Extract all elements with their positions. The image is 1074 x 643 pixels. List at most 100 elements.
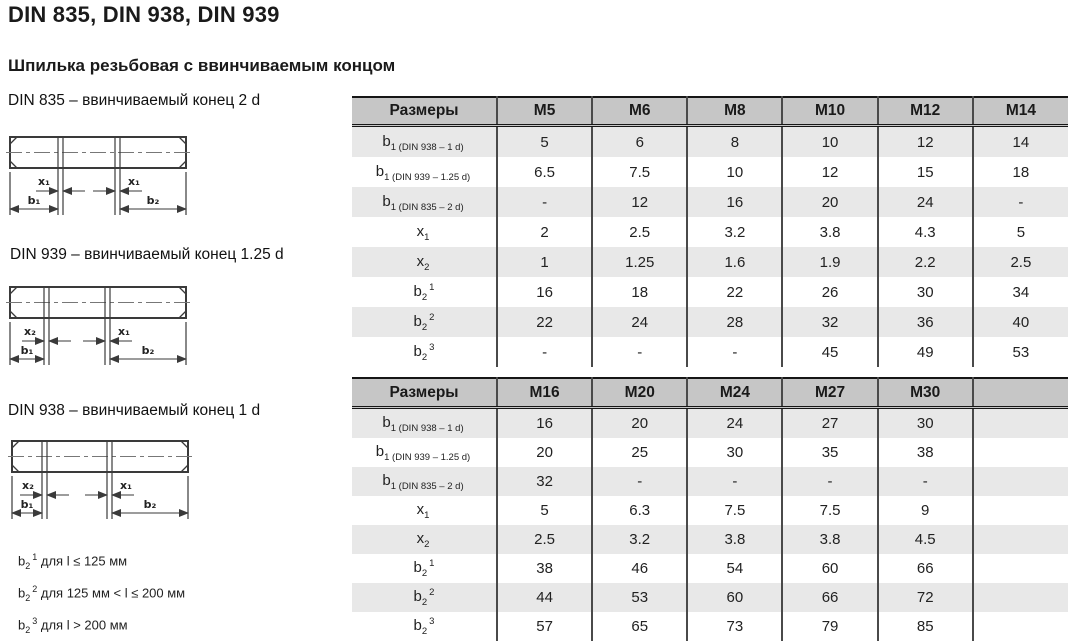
dimensions-header: Размеры	[352, 377, 498, 409]
value-cell: -	[687, 467, 784, 496]
thread-size-header: M12	[877, 96, 974, 127]
thread-size-header: M5	[497, 96, 594, 127]
row-label-sub: 2	[424, 261, 430, 273]
dimension-lines	[11, 491, 189, 517]
row-label-main: b	[413, 617, 422, 634]
drawing-caption-din939: DIN 939 – ввинчиваемый конец 1.25 d	[10, 246, 284, 263]
value-cell: 1.6	[687, 247, 784, 277]
stud-drawing-din938: x₂ x₁ b₁ b₂	[8, 440, 192, 519]
value-cell	[973, 408, 1068, 439]
row-label-main: x	[416, 501, 425, 518]
value-cell: 6	[592, 125, 689, 157]
value-cell: 3.2	[592, 525, 689, 554]
value-cell: 24	[877, 187, 974, 217]
value-cell: 38	[877, 438, 974, 467]
row-label: b1 (DIN 938 – 1 d)	[352, 407, 498, 438]
value-cell: 9	[877, 496, 974, 525]
value-cell: 2	[497, 217, 594, 247]
dim-label-b1: b₁	[28, 194, 41, 207]
value-cell	[973, 583, 1068, 612]
value-cell: 36	[877, 307, 974, 337]
value-cell: 5	[497, 496, 594, 525]
row-label: x2	[352, 247, 498, 277]
value-cell: 49	[877, 337, 974, 367]
value-cell: 46	[592, 554, 689, 583]
value-cell: 4.3	[877, 217, 974, 247]
row-label-sub: 1 (DIN 938 – 1 d)	[390, 423, 464, 434]
footnote-text: для 125 мм < l ≤ 200 мм	[37, 585, 186, 601]
value-cell: 12	[877, 125, 974, 157]
dimension-row: x1 5 6.3 7.5 7.5 9	[352, 496, 1068, 525]
value-cell: 53	[592, 583, 689, 612]
row-label-sub: 2	[421, 597, 428, 608]
value-cell: -	[592, 337, 689, 367]
dim-label-x1-right: x₁	[128, 175, 140, 188]
thread-size-header: M8	[687, 96, 784, 127]
value-cell: 10	[782, 125, 879, 157]
value-cell: 16	[687, 187, 784, 217]
row-label-main: b	[413, 312, 422, 330]
value-cell: 2.2	[877, 247, 974, 277]
footnote-text: для l > 200 мм	[37, 617, 128, 633]
dimension-lines	[9, 187, 187, 213]
row-label-sub: 2	[421, 291, 428, 303]
value-cell: 40	[1012, 313, 1030, 331]
value-cell: 5	[1016, 223, 1026, 241]
value-cell: 5	[497, 125, 594, 157]
value-cell: 53	[1012, 343, 1030, 361]
value-cell: 10	[687, 157, 784, 187]
dim-label-b1: b₁	[21, 344, 34, 357]
dim-label-x1-right: x₁	[120, 479, 132, 492]
value-cell: 15	[877, 157, 974, 187]
dimension-row: b23 57 65 73 79 85	[352, 612, 1068, 641]
value-cell: 45	[782, 337, 879, 367]
value-cell: 28	[687, 307, 784, 337]
value-cell: 2.5	[1010, 253, 1032, 271]
value-cell: 66	[877, 554, 974, 583]
value-cell: 38	[497, 554, 594, 583]
footnote-symbol: b	[18, 553, 26, 569]
dimension-row: x2 1 1.25 1.6 1.9 2.2 2.5	[352, 247, 1068, 277]
row-label: b1 (DIN 938 – 1 d)	[352, 125, 498, 157]
value-cell: 14	[1012, 133, 1030, 151]
value-cell: 16	[497, 407, 594, 438]
dim-label-x2-left: x₂	[22, 479, 34, 492]
value-cell: 18	[1012, 163, 1030, 181]
dimension-row: x1 2 2.5 3.2 3.8 4.3 5	[352, 217, 1068, 247]
value-cell: -	[782, 467, 879, 496]
row-label-main: x	[416, 222, 425, 240]
value-cell: 30	[877, 407, 974, 438]
footnote-b2-2: b22 для 125 мм < l ≤ 200 мм	[18, 584, 186, 603]
dimensions-table-m5-m14: Размеры M5 M6 M8 M10 M12 M14 b1 (DIN 938 – 1 d…	[352, 96, 1068, 367]
stud-drawing-din835: x₁ x₁ b₁ b₂	[6, 136, 190, 215]
dimension-lines	[9, 337, 187, 363]
value-cell	[973, 554, 1068, 583]
row-label: b1 (DIN 835 – 2 d)	[352, 187, 498, 217]
dim-label-x2-left: x₂	[24, 325, 36, 338]
value-cell: 32	[497, 467, 594, 496]
row-label-main: b	[382, 132, 391, 150]
value-cell: 8	[687, 125, 784, 157]
row-label-sub: 2	[421, 568, 428, 579]
dim-label-b1: b₁	[21, 498, 34, 511]
row-label: b21	[352, 554, 498, 583]
value-cell: 57	[497, 612, 594, 641]
value-cell: 2.5	[497, 525, 594, 554]
dimension-row: b1 (DIN 939 – 1.25 d) 20 25 30 35 38	[352, 438, 1068, 467]
footnote-symbol: b	[18, 585, 26, 601]
footnote-b2-1: b21 для l ≤ 125 мм	[18, 552, 128, 571]
thread-runout-lines	[9, 287, 187, 365]
row-label-sup: 2	[429, 587, 435, 598]
value-cell: 25	[592, 438, 689, 467]
row-label-sup: 3	[429, 341, 435, 353]
value-cell	[973, 612, 1068, 641]
thread-size-header: M16	[497, 377, 594, 409]
row-label-sup: 3	[429, 616, 435, 627]
value-cell: 6.5	[497, 157, 594, 187]
value-cell: -	[592, 467, 689, 496]
value-cell: 66	[782, 583, 879, 612]
value-cell: 3.8	[782, 217, 879, 247]
value-cell: 7.5	[687, 496, 784, 525]
dimension-row: b23- - -45 49 53	[352, 337, 1068, 367]
